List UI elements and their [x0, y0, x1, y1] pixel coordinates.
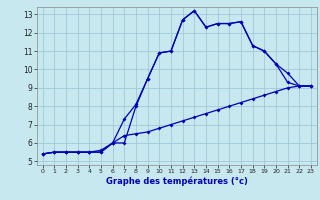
X-axis label: Graphe des températures (°c): Graphe des températures (°c) [106, 177, 248, 186]
